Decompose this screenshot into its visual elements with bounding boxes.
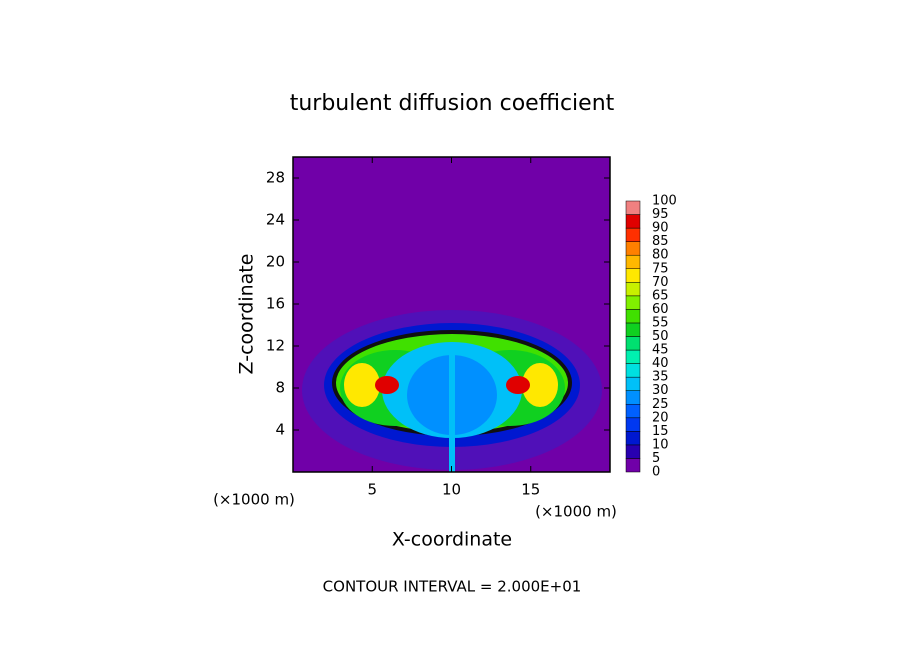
colorbar-swatch: [625, 322, 641, 337]
colorbar-label: 30: [652, 383, 669, 398]
y-tick-label: 16: [266, 295, 285, 313]
colorbar-swatch: [625, 363, 641, 378]
colorbar-swatch: [625, 282, 641, 297]
colorbar-label: 25: [652, 397, 669, 412]
x-tick-label: 10: [442, 481, 461, 499]
colorbar-swatch: [625, 431, 641, 446]
x-tick-label: 15: [521, 481, 540, 499]
colorbar-label: 50: [652, 329, 669, 344]
colorbar-swatch: [625, 227, 641, 242]
colorbar-label: 40: [652, 356, 669, 371]
y-tick-label: 4: [275, 421, 285, 439]
y-tick-label: 12: [266, 337, 285, 355]
y-tick-label: 8: [275, 379, 285, 397]
colorbar-label: 90: [652, 221, 669, 236]
colorbar-swatch: [625, 241, 641, 256]
colorbar-swatch: [625, 200, 641, 215]
colorbar-swatch: [625, 214, 641, 229]
colorbar-swatch: [625, 336, 641, 351]
colorbar-label: 10: [652, 437, 669, 452]
colorbar-swatch: [625, 309, 641, 324]
colorbar-label: 35: [652, 370, 669, 385]
colorbar-swatch: [625, 417, 641, 432]
colorbar-swatch: [625, 444, 641, 459]
colorbar-swatch: [625, 254, 641, 269]
y-tick-label: 24: [266, 211, 285, 229]
colorbar-label: 5: [652, 451, 660, 466]
colorbar-label: 20: [652, 410, 669, 425]
colorbar-swatch: [625, 376, 641, 391]
x-tick-label: 5: [367, 481, 377, 499]
colorbar-label: 45: [652, 343, 669, 358]
colorbar-label: 80: [652, 248, 669, 263]
colorbar-swatch: [625, 390, 641, 405]
colorbar-swatch: [625, 349, 641, 364]
x-axis-label: X-coordinate: [392, 529, 512, 551]
y-axis-label: Z-coordinate: [236, 254, 258, 375]
colorbar-label: 85: [652, 234, 669, 249]
colorbar-label: 70: [652, 275, 669, 290]
colorbar-label: 100: [652, 194, 677, 209]
colorbar-label: 65: [652, 288, 669, 303]
colorbar-label: 60: [652, 302, 669, 317]
field: [293, 157, 610, 472]
y-tick-label: 20: [266, 253, 285, 271]
x-unit: (×1000 m): [535, 503, 617, 521]
colorbar-label: 0: [652, 465, 660, 480]
colorbar-swatch: [625, 295, 641, 310]
colorbar-swatch: [625, 458, 641, 473]
x-unit: (×1000 m): [213, 491, 295, 509]
colorbar-swatch: [625, 404, 641, 419]
colorbar-label: 55: [652, 315, 669, 330]
colorbar-label: 95: [652, 207, 669, 222]
colorbar-swatch: [625, 268, 641, 283]
colorbar-label: 15: [652, 424, 669, 439]
note: CONTOUR INTERVAL = 2.000E+01: [323, 578, 582, 596]
y-tick-label: 28: [266, 169, 285, 187]
chart-title: turbulent diffusion coefficient: [290, 91, 615, 116]
colorbar-label: 75: [652, 261, 669, 276]
